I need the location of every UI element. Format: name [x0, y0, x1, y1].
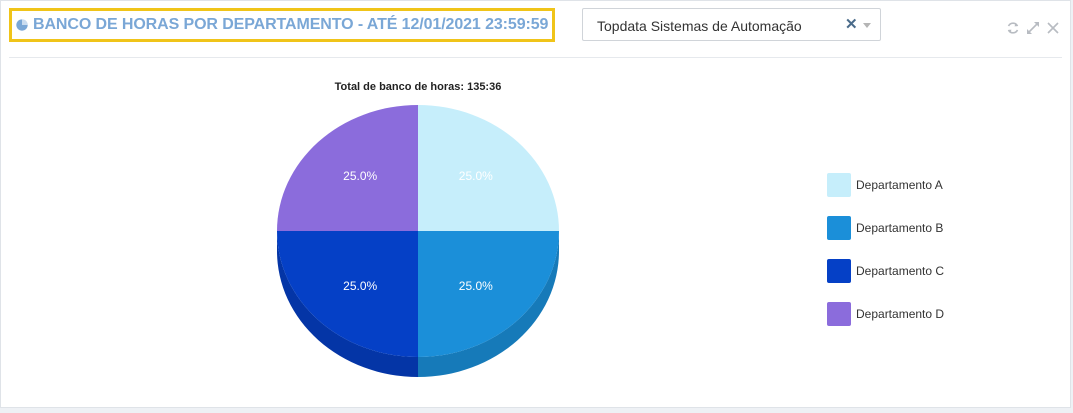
legend-swatch: [827, 259, 851, 283]
legend-item[interactable]: Departamento A: [827, 173, 943, 197]
legend-label: Departamento B: [856, 221, 944, 235]
pie-side-3: [277, 231, 418, 377]
company-select[interactable]: Topdata Sistemas de Automação ✕: [582, 8, 881, 41]
pie-data-label: 25.0%: [343, 279, 377, 293]
legend-swatch: [827, 173, 851, 197]
refresh-icon[interactable]: [1006, 21, 1020, 35]
legend-swatch: [827, 302, 851, 326]
widget-toolbar: [1006, 21, 1060, 35]
pie-slice-3[interactable]: [277, 231, 418, 357]
pie-side-2: [418, 231, 559, 377]
expand-icon[interactable]: [1026, 21, 1040, 35]
pie-data-label: 25.0%: [459, 279, 493, 293]
legend-item[interactable]: Departamento D: [827, 302, 945, 326]
pie-data-label: 25.0%: [459, 169, 493, 183]
close-icon[interactable]: [1046, 21, 1060, 35]
company-select-value: Topdata Sistemas de Automação: [597, 18, 802, 34]
close-icon[interactable]: ✕: [845, 16, 858, 33]
pie-slice-1[interactable]: [418, 105, 559, 231]
page-title: BANCO DE HORAS POR DEPARTAMENTO - ATÉ 12…: [33, 16, 549, 33]
pie-slice-2[interactable]: [418, 231, 559, 357]
widget-title-container: BANCO DE HORAS POR DEPARTAMENTO - ATÉ 12…: [9, 8, 555, 42]
header-divider: [9, 57, 1062, 58]
chart-title: Total de banco de horas: 135:36: [334, 81, 502, 93]
legend-label: Departamento D: [856, 307, 945, 321]
legend-item[interactable]: Departamento C: [827, 259, 945, 283]
pie-slice-4[interactable]: [277, 105, 418, 231]
legend-label: Departamento C: [856, 264, 945, 278]
legend-item[interactable]: Departamento B: [827, 216, 944, 240]
legend-swatch: [827, 216, 851, 240]
legend-label: Departamento A: [856, 178, 943, 192]
chevron-down-icon[interactable]: [863, 23, 871, 28]
pie-data-label: 25.0%: [343, 169, 377, 183]
pie-chart-icon: [16, 19, 28, 31]
